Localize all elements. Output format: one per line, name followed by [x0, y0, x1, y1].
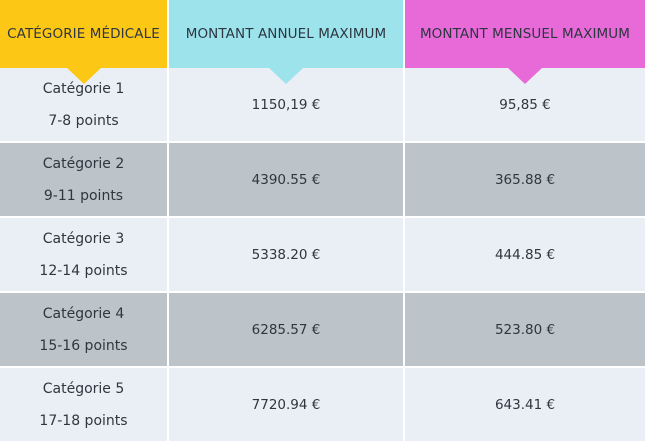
category-name: Catégorie 5 [42, 380, 125, 397]
monthly-amount: 444.85 € [494, 246, 556, 263]
annual-amount: 7720.94 € [251, 396, 321, 413]
table-row: Catégorie 2 9-11 points 4390.55 € 365.88… [0, 141, 645, 216]
annual-amount-cell: 6285.57 € [169, 293, 405, 366]
category-cell: Catégorie 3 12-14 points [0, 218, 169, 291]
category-cell: Catégorie 5 17-18 points [0, 368, 169, 441]
table-row: Catégorie 5 17-18 points 7720.94 € 643.4… [0, 366, 645, 441]
header-monthly: MONTANT MENSUEL MAXIMUM [405, 0, 645, 84]
category-points: 7-8 points [48, 112, 119, 129]
monthly-amount-cell: 523.80 € [405, 293, 645, 366]
header-annual: MONTANT ANNUEL MAXIMUM [169, 0, 405, 84]
table-header-row: CATÉGORIE MÉDICALE MONTANT ANNUEL MAXIMU… [0, 0, 645, 84]
annual-amount: 1150,19 € [251, 96, 321, 113]
header-pointer-arrow [66, 68, 101, 84]
annual-amount: 5338.20 € [251, 246, 321, 263]
category-points: 15-16 points [39, 337, 128, 354]
monthly-amount-cell: 95,85 € [405, 68, 645, 141]
category-cell: Catégorie 4 15-16 points [0, 293, 169, 366]
monthly-amount: 523.80 € [494, 321, 556, 338]
monthly-amount: 365.88 € [494, 171, 556, 188]
category-points: 17-18 points [39, 412, 128, 429]
header-category: CATÉGORIE MÉDICALE [0, 0, 169, 84]
header-category-label: CATÉGORIE MÉDICALE [7, 26, 160, 42]
category-points: 12-14 points [39, 262, 128, 279]
monthly-amount-cell: 365.88 € [405, 143, 645, 216]
annual-amount-cell: 7720.94 € [169, 368, 405, 441]
monthly-amount-cell: 643.41 € [405, 368, 645, 441]
category-points: 9-11 points [43, 187, 124, 204]
category-cell: Catégorie 2 9-11 points [0, 143, 169, 216]
category-cell: Catégorie 1 7-8 points [0, 68, 169, 141]
annual-amount: 6285.57 € [251, 321, 321, 338]
header-monthly-label: MONTANT MENSUEL MAXIMUM [419, 26, 631, 42]
annual-amount-cell: 1150,19 € [169, 68, 405, 141]
table-row: Catégorie 3 12-14 points 5338.20 € 444.8… [0, 216, 645, 291]
table-row: Catégorie 4 15-16 points 6285.57 € 523.8… [0, 291, 645, 366]
monthly-amount: 643.41 € [494, 396, 556, 413]
monthly-amount-cell: 444.85 € [405, 218, 645, 291]
annual-amount: 4390.55 € [251, 171, 321, 188]
category-name: Catégorie 2 [42, 155, 125, 172]
header-pointer-arrow [269, 68, 303, 84]
category-name: Catégorie 4 [42, 305, 125, 322]
annual-amount-cell: 4390.55 € [169, 143, 405, 216]
header-pointer-arrow [508, 68, 542, 84]
category-name: Catégorie 1 [42, 80, 125, 97]
annual-amount-cell: 5338.20 € [169, 218, 405, 291]
monthly-amount: 95,85 € [499, 96, 551, 113]
category-name: Catégorie 3 [42, 230, 125, 247]
header-annual-label: MONTANT ANNUEL MAXIMUM [185, 26, 387, 42]
